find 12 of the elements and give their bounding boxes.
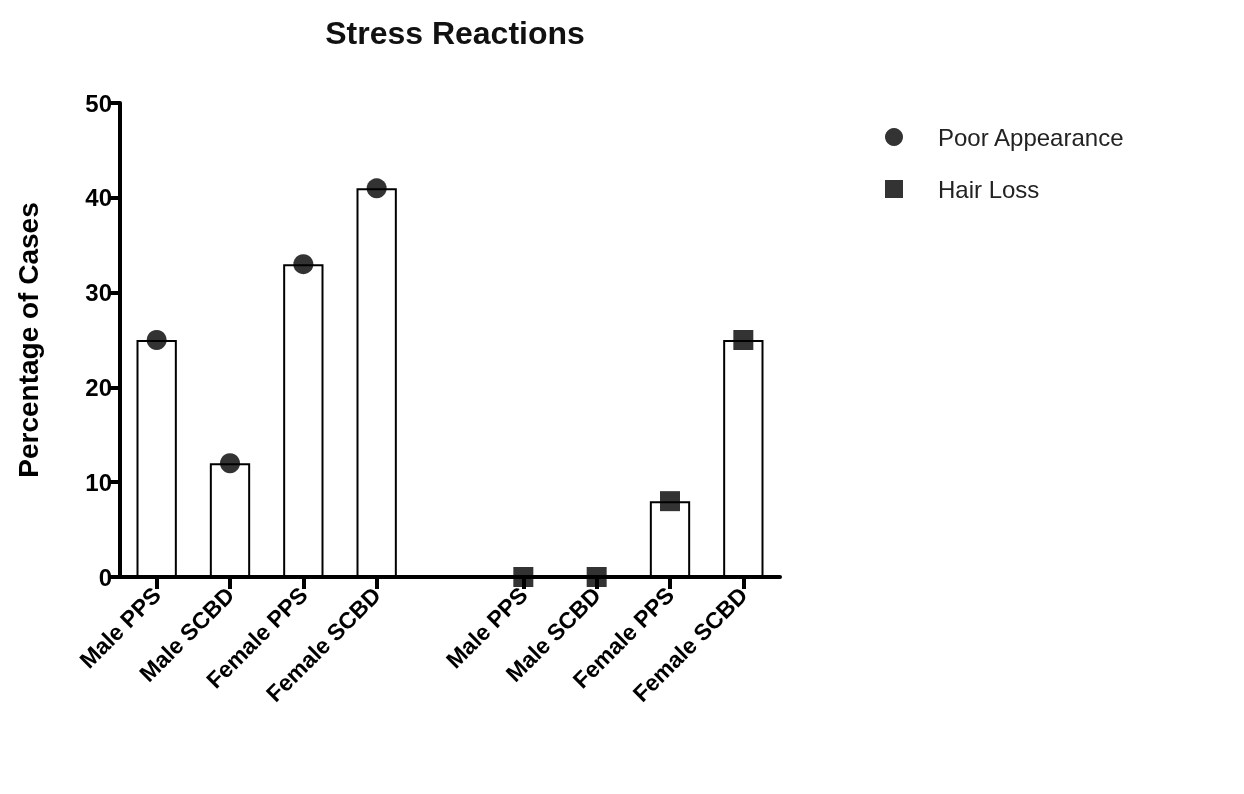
point bbox=[220, 453, 240, 474]
chart-title: Stress Reactions bbox=[325, 15, 585, 51]
legend-label: Hair Loss bbox=[938, 175, 1040, 203]
point bbox=[586, 567, 607, 587]
point bbox=[733, 330, 754, 350]
legend-label: Poor Appearance bbox=[938, 123, 1124, 151]
point bbox=[513, 567, 534, 587]
point bbox=[146, 330, 167, 350]
point bbox=[660, 491, 680, 512]
y-axis-title: Percentage of Cases bbox=[12, 202, 44, 478]
point bbox=[293, 254, 314, 275]
point bbox=[366, 178, 387, 199]
